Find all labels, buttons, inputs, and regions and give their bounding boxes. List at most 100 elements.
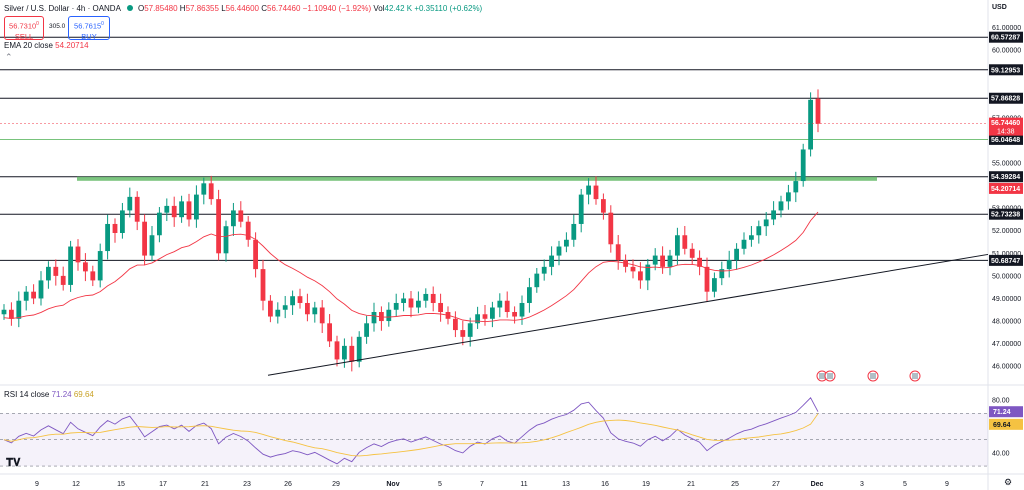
candle-body (593, 185, 599, 200)
price-tick-label: 60.00000 (992, 48, 1021, 55)
candle-body (260, 269, 266, 301)
candle-body (238, 210, 244, 222)
buy-button[interactable]: 56.76150 BUY (68, 16, 110, 41)
level-tag-label: 59.12953 (991, 67, 1020, 74)
rsi-line (3, 397, 819, 465)
ema-price-tag (989, 182, 1023, 194)
candle-body (97, 251, 103, 281)
candle-body (290, 296, 295, 306)
candle-body (475, 314, 480, 324)
spread-value: 305.0 (49, 23, 66, 30)
rsi-legend[interactable]: RSI 14 close 71.24 69.64 (4, 390, 94, 399)
candle-body (297, 296, 303, 303)
rsi-value: 71.24 (51, 390, 72, 399)
candle-body (245, 221, 251, 240)
currency-label: USD (992, 4, 1007, 11)
time-tick-label: 12 (72, 481, 80, 488)
candle-body (467, 323, 473, 337)
candle-body (490, 307, 495, 319)
time-tick-label: 23 (243, 481, 251, 488)
time-tick-label: 3 (860, 481, 864, 488)
level-tag (989, 133, 1023, 145)
candle-body (38, 280, 44, 299)
price-tick-label: 50.00000 (992, 273, 1021, 280)
candle-body (719, 269, 725, 279)
level-tag (989, 254, 1023, 266)
rsi-ma-value: 69.64 (73, 390, 94, 399)
time-tick-label: 17 (159, 481, 167, 488)
change-value: −1.10940 (−1.92%) (302, 4, 372, 13)
event-flag-icon (870, 373, 876, 379)
candle-body (697, 257, 702, 267)
candle-body (512, 312, 517, 317)
event-flag-icon (827, 373, 833, 379)
candle-body (704, 266, 710, 292)
time-tick-label: 27 (772, 481, 780, 488)
candle-body (112, 223, 118, 233)
candle-body (46, 266, 51, 281)
candle-body (105, 223, 110, 252)
candle-body (586, 185, 591, 195)
candle-body (726, 260, 732, 270)
price-tick-label: 61.00000 (992, 25, 1021, 32)
volume-value: 42.42 K (384, 4, 413, 13)
level-tag-label: 50.68747 (991, 258, 1020, 265)
rsi-ma-tag (989, 418, 1023, 430)
sell-button[interactable]: 56.73100 SELL (4, 16, 44, 41)
level-tag-label: 60.57287 (991, 35, 1020, 42)
time-tick-label: 5 (438, 481, 442, 488)
candle-body (645, 264, 651, 281)
candle-body (401, 298, 406, 303)
level-tag-label: 52.73238 (991, 212, 1020, 219)
ema-price-label: 54.20714 (991, 186, 1020, 193)
level-tag-label: 56.04648 (991, 137, 1020, 144)
candle-body (23, 291, 29, 301)
candle-body (120, 210, 125, 233)
candle-body (127, 196, 133, 211)
candle-body (31, 291, 36, 299)
candle-body (186, 201, 192, 220)
ema-legend[interactable]: EMA 20 close 54.20714 (4, 41, 89, 50)
candle-body (734, 248, 739, 261)
candle-body (60, 275, 66, 285)
candle-body (601, 199, 606, 213)
candle-body (800, 149, 806, 182)
candle-body (497, 300, 503, 308)
settings-gear-icon[interactable]: ⚙ (1004, 477, 1013, 487)
candle-body (253, 239, 258, 270)
level-tag (989, 171, 1023, 183)
price-tick-label: 55.00000 (992, 161, 1021, 168)
candle-body (16, 300, 22, 319)
candle-body (379, 312, 384, 322)
candle-body (349, 345, 355, 362)
time-tick-label: 7 (480, 481, 484, 488)
candle-body (541, 266, 547, 274)
price-tick-label: 49.00000 (992, 296, 1021, 303)
candle-body (275, 309, 281, 317)
market-open-dot-icon (126, 5, 133, 11)
candle-body (778, 201, 784, 211)
support-zone (77, 176, 877, 181)
candle-body (430, 293, 436, 303)
collapse-chevron-icon[interactable]: ⌃ (5, 52, 13, 62)
candle-body (660, 255, 665, 267)
tradingview-logo-icon: 𝐓𝐕 (6, 457, 21, 469)
candle-body (223, 226, 229, 254)
candle-body (638, 271, 643, 281)
candle-body (652, 255, 658, 265)
candle-body (608, 212, 614, 245)
candle-body (438, 302, 443, 313)
time-tick-label: 21 (201, 481, 209, 488)
candle-body (763, 219, 769, 227)
current-price-tag (989, 117, 1023, 136)
candle-body (312, 307, 318, 315)
candle-body (305, 302, 310, 315)
candle-body (460, 330, 466, 337)
close-value: 56.74460 (267, 4, 301, 13)
rsi-label: RSI 14 close (4, 390, 50, 399)
candle-body (793, 181, 799, 193)
rsi-tick-label: 40.00 (992, 450, 1010, 457)
time-tick-label: 9 (35, 481, 39, 488)
candle-body (1, 309, 7, 315)
